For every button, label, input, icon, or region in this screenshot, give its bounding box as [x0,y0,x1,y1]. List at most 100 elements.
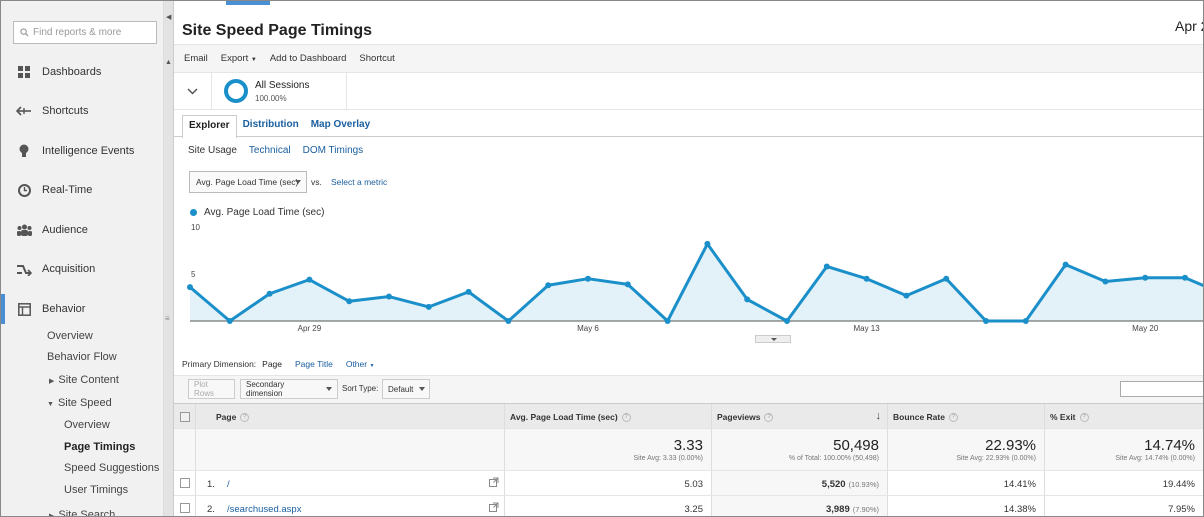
search-box[interactable] [13,21,157,44]
search-input[interactable] [33,27,143,38]
open-link-icon[interactable] [489,502,499,512]
segment-all-sessions[interactable]: All Sessions 100.00% [212,73,347,110]
secondary-dimension-select[interactable]: Secondary dimension [240,379,338,399]
subtab-site-usage[interactable]: Site Usage [188,145,237,156]
sort-desc-arrow-icon[interactable]: ↓ [875,410,882,422]
data-point[interactable] [704,240,711,247]
add-to-dashboard-button[interactable]: Add to Dashboard [269,53,347,64]
data-point[interactable] [943,275,950,282]
row-page-cell: 1. / [196,471,505,495]
expand-triangle-icon: ▶ [49,378,55,385]
tab-map-overlay[interactable]: Map Overlay [310,119,371,130]
data-point[interactable] [823,263,830,270]
table-row[interactable]: 2. /searchused.aspx 3.25 3,989 (7.90%) 14… [174,496,1203,516]
site-content-link[interactable]: ▶ Site Content [49,374,119,386]
data-point[interactable] [346,298,353,305]
data-point[interactable] [545,282,552,289]
header-load-cell[interactable]: Avg. Page Load Time (sec)? [505,404,712,428]
nav-acquisition[interactable]: Acquisition [1,254,164,284]
select-metric-link[interactable]: Select a metric [331,177,388,187]
help-icon[interactable]: ? [948,413,958,423]
help-icon[interactable]: ? [621,413,631,423]
page-timings-link[interactable]: Page Timings [64,441,136,453]
header-bounce-cell[interactable]: Bounce Rate? [888,404,1045,428]
sidebar-collapse-strip[interactable]: ◀ ▲ ≡ [164,1,174,516]
column-header: % Exit? [1050,412,1089,423]
row-checkbox[interactable] [180,503,190,513]
help-icon[interactable]: ? [1079,413,1089,423]
data-point[interactable] [664,318,671,324]
subtab-dom-timings[interactable]: DOM Timings [302,145,364,156]
data-point[interactable] [386,293,392,300]
data-point[interactable] [226,318,233,324]
site-search-link[interactable]: ▶ Site Search [49,509,115,516]
data-point[interactable] [1142,274,1149,281]
data-point[interactable] [903,292,910,299]
speed-suggestions-link[interactable]: Speed Suggestions [64,462,160,474]
collapse-arrow-icon[interactable]: ◀ [166,14,172,21]
row-checkbox[interactable] [180,478,190,488]
data-point[interactable] [1182,274,1188,281]
table-toolbar: Plot Rows Secondary dimension Sort Type:… [174,375,1203,403]
data-point[interactable] [744,296,751,303]
plot-rows-button[interactable]: Plot Rows [188,379,235,399]
nav-shortcuts[interactable]: Shortcuts [1,96,164,126]
nav-audience[interactable]: Audience [1,215,164,245]
select-all-checkbox[interactable] [180,412,190,422]
behavior-flow-link[interactable]: Behavior Flow [47,351,117,363]
dimension-page-title[interactable]: Page Title [295,359,333,369]
tab-explorer[interactable]: Explorer [182,115,237,138]
behavior-overview-link[interactable]: Overview [47,330,93,342]
data-point[interactable] [624,281,631,288]
data-point[interactable] [863,275,870,282]
help-icon[interactable]: ? [764,413,774,423]
nav-intelligence-events[interactable]: Intelligence Events [1,136,164,166]
nav-dashboards[interactable]: Dashboards [1,57,164,87]
dimension-other[interactable]: Other ▼ [346,359,375,369]
data-point[interactable] [306,276,313,283]
export-label: Export [220,53,249,64]
header-page-cell[interactable]: Page? [196,404,505,428]
row-page-link[interactable]: /searchused.aspx [227,504,302,515]
table-search-input[interactable] [1120,381,1203,397]
data-point[interactable] [983,318,989,324]
total-value: 14.74% [1144,437,1195,454]
nav-real-time[interactable]: Real-Time [1,175,164,205]
data-point[interactable] [266,290,273,297]
export-button[interactable]: Export ▼ [221,53,257,64]
data-point[interactable] [505,318,512,324]
segment-toggle[interactable] [174,73,212,110]
data-point[interactable] [1062,261,1069,268]
shortcut-button[interactable]: Shortcut [359,53,395,64]
scroll-up-icon[interactable]: ▲ [165,59,172,66]
email-button[interactable]: Email [184,53,208,64]
site-speed-link[interactable]: ▼ Site Speed [47,397,112,409]
open-link-icon[interactable] [489,477,499,487]
speed-overview-link[interactable]: Overview [64,419,110,431]
tab-distribution[interactable]: Distribution [242,119,299,130]
data-point[interactable] [465,288,472,295]
metric-select[interactable]: Avg. Page Load Time (sec) [189,171,307,193]
data-point[interactable] [1102,278,1109,285]
user-timings-link[interactable]: User Timings [64,484,129,496]
pageviews-percent: (10.93%) [848,480,879,489]
data-point[interactable] [585,275,591,282]
header-pageviews-cell[interactable]: Pageviews? ↓ [712,404,888,428]
row-page-link[interactable]: / [227,479,230,490]
header-exit-cell[interactable]: % Exit? [1045,404,1203,428]
subtab-technical[interactable]: Technical [248,145,291,156]
line-chart[interactable]: 10 5 Apr 29 May 6 May 13 May 20 [174,223,1204,341]
data-point[interactable] [187,284,193,291]
table-row[interactable]: 1. / 5.03 5,520 (10.93%) 14.41% 19.44% [174,471,1203,496]
date-range-picker[interactable]: Apr 2 [1175,18,1203,34]
resize-grip-icon[interactable]: ≡ [165,314,170,323]
data-point[interactable] [425,303,432,310]
data-point[interactable] [784,318,790,324]
total-value: 22.93% [985,437,1036,454]
sort-type-select[interactable]: Default [382,379,430,399]
help-icon[interactable]: ? [240,413,250,423]
nav-behavior[interactable]: Behavior [1,294,164,324]
data-point[interactable] [1022,318,1029,324]
dimension-page[interactable]: Page [262,359,283,369]
chart-collapse-handle[interactable] [755,335,791,343]
